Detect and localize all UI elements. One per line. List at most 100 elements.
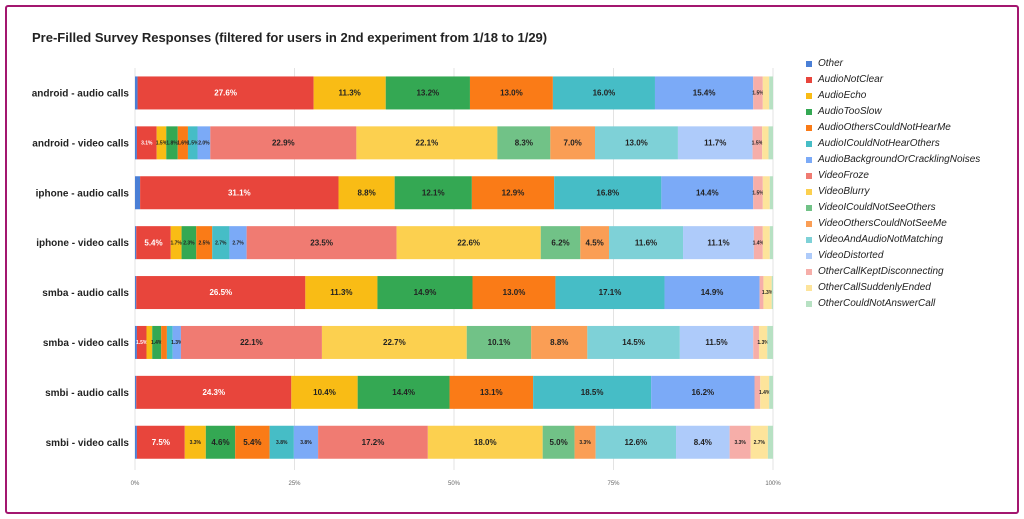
x-tick-label: 25% bbox=[288, 481, 301, 487]
category-label: smba - audio calls bbox=[42, 288, 129, 299]
legend-swatch bbox=[806, 108, 812, 115]
bar-segment bbox=[313, 76, 386, 110]
bar-segment bbox=[449, 375, 534, 409]
bar-segment bbox=[161, 325, 167, 359]
bar-segment bbox=[385, 76, 470, 110]
bar-segment bbox=[759, 276, 764, 310]
data-label: 17.1% bbox=[599, 288, 622, 297]
bar-segment bbox=[574, 425, 596, 459]
bar-segment bbox=[229, 226, 247, 260]
legend-swatch bbox=[806, 284, 812, 291]
data-label: 7.0% bbox=[564, 139, 582, 148]
bar-segment bbox=[753, 325, 759, 359]
data-label: 14.5% bbox=[622, 338, 645, 347]
category-label: android - audio calls bbox=[32, 88, 130, 99]
bar-segment bbox=[554, 176, 662, 210]
data-label: 22.9% bbox=[272, 139, 295, 148]
data-label: 1.4% bbox=[753, 240, 765, 246]
bar-segment bbox=[427, 425, 543, 459]
bar-segment bbox=[466, 325, 532, 359]
bar-segment bbox=[762, 226, 770, 260]
bar-segment bbox=[753, 76, 763, 110]
legend-item: VideoDistorted bbox=[806, 250, 883, 261]
legend-item: AudioBackgroundOrCracklingNoises bbox=[806, 154, 980, 165]
x-tick-label: 75% bbox=[607, 481, 620, 487]
legend-label: VideoICouldNotSeeOthers bbox=[818, 202, 936, 213]
bar-segment bbox=[136, 226, 171, 260]
bar-segment bbox=[177, 126, 188, 160]
data-label: 3.1% bbox=[141, 141, 153, 147]
legend-swatch bbox=[806, 172, 812, 179]
bar-segment bbox=[580, 226, 610, 260]
bar-segment bbox=[357, 375, 450, 409]
data-label: 11.7% bbox=[704, 139, 726, 148]
bar-segment bbox=[293, 425, 319, 459]
bar-segment bbox=[356, 126, 498, 160]
bar-segment bbox=[377, 276, 473, 310]
bar-segment bbox=[137, 76, 314, 110]
legend-label: VideoDistorted bbox=[818, 250, 884, 261]
data-label: 1.5% bbox=[752, 190, 764, 196]
data-label: 18.0% bbox=[474, 438, 497, 447]
data-label: 4.5% bbox=[586, 238, 604, 247]
data-label: 3.8% bbox=[276, 440, 288, 446]
bar-segment bbox=[769, 226, 773, 260]
data-label: 8.4% bbox=[694, 438, 712, 447]
data-label: 1.5% bbox=[752, 91, 764, 97]
bar-segment bbox=[135, 276, 137, 310]
data-label: 13.2% bbox=[416, 89, 439, 98]
legend-swatch bbox=[806, 204, 812, 211]
legend-swatch bbox=[806, 92, 812, 99]
x-tick-label: 100% bbox=[765, 481, 781, 487]
bar-segment bbox=[729, 425, 751, 459]
bar-segment bbox=[166, 325, 173, 359]
bar-segment bbox=[555, 276, 665, 310]
data-label: 23.5% bbox=[310, 238, 333, 247]
data-label: 1.5% bbox=[136, 340, 148, 346]
bar-segment bbox=[768, 126, 773, 160]
data-label: 11.6% bbox=[635, 238, 657, 247]
bar-segment bbox=[210, 126, 357, 160]
bar-segment bbox=[769, 176, 773, 210]
legend-item: AudioOthersCouldNotHearMe bbox=[806, 122, 951, 133]
data-label: 22.1% bbox=[416, 139, 439, 148]
data-label: 11.1% bbox=[707, 238, 729, 247]
data-label: 1.8% bbox=[166, 141, 178, 147]
data-label: 14.9% bbox=[414, 288, 437, 297]
bar-segment bbox=[156, 126, 167, 160]
category-label: smba - video calls bbox=[43, 338, 130, 349]
bar-segment bbox=[305, 276, 378, 310]
bar-segment bbox=[754, 375, 761, 409]
data-label: 7.5% bbox=[152, 438, 170, 447]
bar-segment bbox=[394, 176, 472, 210]
legend-swatch bbox=[806, 220, 812, 227]
legend-label: VideoOthersCouldNotSeeMe bbox=[818, 218, 947, 229]
data-label: 17.2% bbox=[362, 438, 385, 447]
bar-segment bbox=[135, 226, 137, 260]
category-label: iphone - audio calls bbox=[36, 188, 130, 199]
data-label: 14.9% bbox=[701, 288, 724, 297]
bar-segment bbox=[235, 425, 270, 459]
bar-segment bbox=[762, 126, 769, 160]
data-label: 1.3% bbox=[762, 290, 774, 296]
bar-segment bbox=[136, 126, 157, 160]
legend-item: VideoOthersCouldNotSeeMe bbox=[806, 218, 947, 229]
data-label: 8.3% bbox=[515, 139, 533, 148]
bar-segment bbox=[318, 425, 428, 459]
data-label: 3.3% bbox=[579, 440, 591, 446]
data-label: 12.1% bbox=[422, 188, 445, 197]
bar-segment bbox=[135, 126, 137, 160]
bar-segment bbox=[767, 425, 773, 459]
data-label: 1.7% bbox=[170, 240, 182, 246]
bar-segment bbox=[152, 325, 162, 359]
bar-segment bbox=[587, 325, 680, 359]
legend-item: OtherCouldNotAnswerCall bbox=[806, 298, 935, 309]
data-label: 12.9% bbox=[502, 188, 525, 197]
bar-segment bbox=[135, 375, 137, 409]
bar-segment bbox=[469, 76, 553, 110]
data-label: 2.7% bbox=[215, 240, 227, 246]
legend-item: AudioICouldNotHearOthers bbox=[806, 138, 940, 149]
bar-segment bbox=[552, 76, 655, 110]
bar-segment bbox=[750, 425, 768, 459]
